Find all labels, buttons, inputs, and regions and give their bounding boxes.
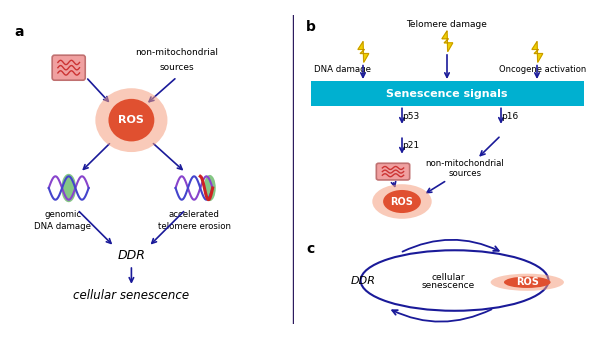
Text: c: c <box>306 242 314 257</box>
Text: senescence: senescence <box>422 281 475 290</box>
Text: b: b <box>306 20 316 34</box>
Ellipse shape <box>95 88 167 152</box>
Ellipse shape <box>204 175 216 201</box>
Text: DDR: DDR <box>118 250 145 262</box>
FancyBboxPatch shape <box>52 55 85 80</box>
FancyBboxPatch shape <box>311 81 583 106</box>
Text: ROS: ROS <box>516 277 539 287</box>
Text: Oncogene activation: Oncogene activation <box>499 65 587 74</box>
Text: DDR: DDR <box>351 276 376 285</box>
Ellipse shape <box>109 99 154 141</box>
Text: non-mitochondrial: non-mitochondrial <box>136 48 218 57</box>
Text: Senescence signals: Senescence signals <box>386 89 508 99</box>
Text: p53: p53 <box>402 112 419 121</box>
Text: sources: sources <box>160 63 194 72</box>
Text: cellular senescence: cellular senescence <box>73 290 190 302</box>
Text: Telomere damage: Telomere damage <box>407 20 487 29</box>
Ellipse shape <box>491 274 564 291</box>
Ellipse shape <box>61 174 76 202</box>
Text: non-mitochondrial: non-mitochondrial <box>425 159 505 167</box>
Ellipse shape <box>383 190 421 213</box>
Polygon shape <box>442 31 453 52</box>
Text: genomic: genomic <box>44 210 82 219</box>
Text: cellular: cellular <box>432 273 465 282</box>
Text: p21: p21 <box>402 141 419 151</box>
Text: DNA damage: DNA damage <box>314 65 371 74</box>
Text: p16: p16 <box>501 112 518 121</box>
FancyBboxPatch shape <box>376 163 410 180</box>
Text: sources: sources <box>448 169 482 178</box>
Polygon shape <box>358 42 369 62</box>
Text: accelerated: accelerated <box>169 210 220 219</box>
Ellipse shape <box>504 277 551 288</box>
Text: a: a <box>14 24 24 39</box>
Text: DNA damage: DNA damage <box>35 222 91 231</box>
Polygon shape <box>532 42 543 62</box>
Text: telomere erosion: telomere erosion <box>158 222 230 231</box>
Ellipse shape <box>372 184 432 219</box>
Text: ROS: ROS <box>118 115 145 125</box>
Text: ROS: ROS <box>391 197 413 206</box>
